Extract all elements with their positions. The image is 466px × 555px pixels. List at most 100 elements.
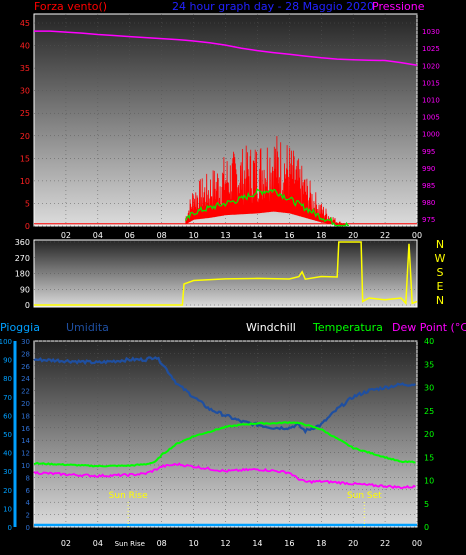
pressure-y-tick: 1000 (422, 131, 440, 139)
wind-y-tick: 30 (20, 87, 30, 96)
temperature-axis-title: Temperatura (312, 321, 383, 334)
humidity-y-tick: 10 (21, 462, 30, 470)
wind-x-tick: 20 (348, 231, 358, 240)
humidity-y-tick: 4 (26, 499, 31, 507)
weather-x-tick: 00 (412, 539, 422, 548)
rain-y-tick: 50 (3, 431, 12, 439)
temperature-y-tick: 35 (424, 360, 434, 369)
wind-direction-line (34, 241, 418, 306)
weather-x-tick: Sun Rise (115, 540, 145, 548)
weather-x-tick: 08 (157, 539, 167, 548)
pressure-axis-title: Pressione (372, 0, 425, 13)
wind-x-tick: 00 (412, 231, 422, 240)
wind-y-tick: 40 (20, 42, 30, 51)
rain-y-tick: 0 (8, 524, 12, 532)
wind-x-tick: 02 (61, 231, 71, 240)
humidity-y-tick: 18 (21, 412, 30, 420)
wind-y-tick: 0 (25, 222, 30, 231)
humidity-y-tick: 22 (21, 388, 30, 396)
temperature-y-tick: 40 (424, 337, 434, 346)
direction-y-tick: 0 (25, 301, 30, 310)
weather-x-tick: 02 (61, 539, 71, 548)
wind-y-tick: 20 (20, 132, 30, 141)
temperature-y-tick: 0 (424, 523, 429, 532)
humidity-y-tick: 28 (21, 350, 30, 358)
pressure-y-tick: 990 (422, 165, 435, 173)
humidity-y-tick: 26 (21, 363, 30, 371)
rain-y-tick: 20 (3, 487, 12, 495)
weather-x-tick: 12 (220, 539, 230, 548)
humidity-y-tick: 20 (21, 400, 30, 408)
rain-y-tick: 40 (3, 450, 12, 458)
direction-panel (33, 239, 418, 308)
dewpoint-label: Dew Point (°C) (392, 321, 466, 334)
weather-x-tick: 14 (252, 539, 262, 548)
pressure-y-tick: 1010 (422, 96, 440, 104)
pressure-y-tick: 995 (422, 148, 435, 156)
weather-x-tick: 22 (380, 539, 390, 548)
pressure-y-tick: 1015 (422, 79, 440, 87)
rain-y-tick: 90 (3, 357, 12, 365)
humidity-y-tick: 6 (26, 487, 31, 495)
weather-x-tick: 20 (348, 539, 358, 548)
wind-gust-line (185, 136, 346, 227)
humidity-y-tick: 2 (26, 512, 30, 520)
humidity-y-tick: 0 (26, 524, 30, 532)
rain-y-tick: 30 (3, 468, 12, 476)
wind-x-tick: 13 (220, 231, 230, 240)
wind-x-tick: 08 (157, 231, 167, 240)
wind-x-tick: 22 (380, 231, 390, 240)
sunset-label: Sun Set (347, 491, 382, 501)
wind-x-tick: 16 (284, 231, 294, 240)
temperature-line (33, 421, 416, 468)
temperature-y-tick: 30 (424, 384, 434, 393)
direction-letter: W (435, 252, 446, 265)
axes: 0510152025303540459759809859909951000100… (0, 19, 446, 548)
direction-y-tick: 90 (20, 285, 30, 294)
rain-y-tick: 80 (3, 375, 12, 383)
pressure-y-tick: 980 (422, 199, 435, 207)
humidity-y-tick: 16 (21, 425, 30, 433)
wind-axis-title: Forza vento() (34, 0, 107, 13)
chart-title: 24 hour graph day - 28 Maggio 2020 (172, 0, 374, 13)
weather-x-tick: 16 (284, 539, 294, 548)
temperature-y-tick: 25 (424, 407, 434, 416)
pressure-y-tick: 975 (422, 216, 435, 224)
direction-letter: N (436, 294, 444, 307)
direction-letter: N (436, 238, 444, 251)
temperature-y-tick: 10 (424, 477, 434, 486)
humidity-line (33, 356, 416, 435)
direction-letter: S (437, 266, 444, 279)
humidity-y-tick: 12 (21, 450, 30, 458)
weather-x-tick: 04 (93, 539, 103, 548)
humidity-axis-title: Umidita (66, 321, 109, 334)
wind-x-tick: 10 (188, 231, 198, 240)
weather-x-tick: 18 (316, 539, 326, 548)
direction-y-tick: 270 (15, 254, 30, 263)
wind-x-tick: 06 (125, 231, 135, 240)
pressure-y-tick: 1020 (422, 62, 440, 70)
humidity-y-tick: 30 (21, 338, 30, 346)
humidity-y-tick: 24 (21, 375, 30, 383)
pressure-y-tick: 1025 (422, 45, 440, 53)
wind-y-tick: 35 (20, 64, 30, 73)
direction-letter: E (437, 280, 444, 293)
direction-y-tick: 180 (15, 270, 30, 279)
temperature-y-tick: 20 (424, 430, 434, 439)
dewpoint-line (33, 462, 416, 490)
wind-y-tick: 15 (20, 154, 30, 163)
direction-y-tick: 360 (15, 238, 30, 247)
wind-x-tick: 04 (93, 231, 103, 240)
humidity-y-tick: 8 (26, 474, 30, 482)
pressure-y-tick: 1005 (422, 114, 440, 122)
wind-x-tick: 14 (252, 231, 262, 240)
series (33, 30, 418, 527)
rain-y-tick: 70 (3, 394, 12, 402)
pressure-line (34, 30, 418, 67)
wind-y-tick: 10 (20, 177, 30, 186)
rain-y-tick: 100 (0, 338, 12, 346)
rain-y-tick: 60 (3, 412, 12, 420)
windchill-label: Windchill (246, 321, 296, 334)
wind-x-tick: 18 (316, 231, 326, 240)
